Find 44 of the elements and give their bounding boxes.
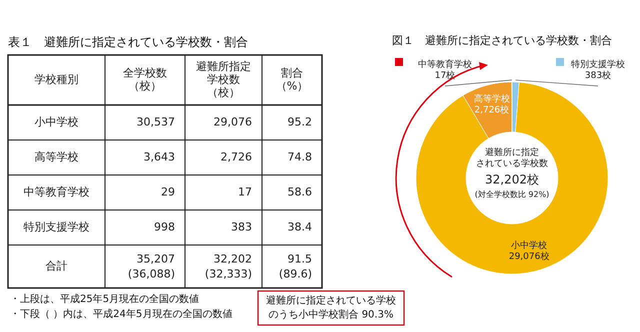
text: (対全学校数比 92%) — [474, 190, 550, 200]
legend-title: 学校種別 — [34, 73, 78, 86]
legend-label: 中等教育学校 — [418, 58, 472, 70]
text: (89.6) — [278, 268, 312, 281]
data-label: 3,643 — [144, 150, 175, 164]
data-label: 95.2 — [288, 116, 312, 129]
data-label: 30,537 — [136, 116, 175, 129]
legend-label: 特別支援学校 — [571, 58, 625, 70]
text: 32,202校 — [485, 172, 539, 186]
text: (32,333) — [204, 268, 252, 281]
data-label: 383 — [231, 220, 252, 234]
category-label: 高等学校 — [34, 150, 78, 164]
text: 避難所に指定されている学校数 — [476, 146, 548, 169]
slice-label: 小中学校 — [511, 240, 548, 251]
text: 割合（%） — [276, 66, 308, 93]
data-label: 998 — [154, 220, 175, 234]
text: ・上段は、平成25年5月現在の全国の数値 — [10, 293, 200, 305]
data-label: 91.5 — [288, 252, 312, 266]
data-label: 29,076校 — [508, 250, 550, 262]
text: (36,088) — [128, 268, 175, 281]
category-label: 合計 — [46, 260, 68, 273]
data-label: 74.8 — [288, 150, 312, 164]
donut-slice — [416, 82, 608, 274]
data-label: 2,726校 — [474, 104, 510, 116]
text: ・下段（ ）内は、平成24年5月現在の全国の数値 — [10, 308, 232, 320]
data-label: 17校 — [434, 70, 456, 81]
data-label: 29,076 — [214, 116, 252, 129]
category-label: 特別支援学校 — [24, 220, 90, 234]
text: 避難所に指定されている学校のうち小中学校割合 90.3% — [266, 294, 396, 321]
data-label: 38.4 — [288, 220, 312, 234]
data-label: 58.6 — [288, 186, 312, 199]
text: 表１ 避難所に指定されている学校数・割合 — [8, 35, 248, 49]
data-label: 2,726 — [220, 150, 252, 164]
data-label: 17 — [238, 186, 252, 199]
data-label: 35,207 — [136, 252, 175, 266]
chart-title: 図１ 避難所に指定されている学校数・割合 — [392, 34, 612, 47]
slice-label: 高等学校 — [474, 94, 510, 105]
category-label: 小中学校 — [34, 116, 78, 129]
data-label: 383校 — [584, 70, 612, 81]
text: 避難所指定学校数（校） — [196, 60, 251, 100]
category-label: 中等教育学校 — [24, 186, 90, 199]
data-label: 29 — [161, 186, 175, 199]
data-label: 32,202 — [214, 252, 252, 266]
text: 全学校数（校） — [123, 66, 167, 93]
